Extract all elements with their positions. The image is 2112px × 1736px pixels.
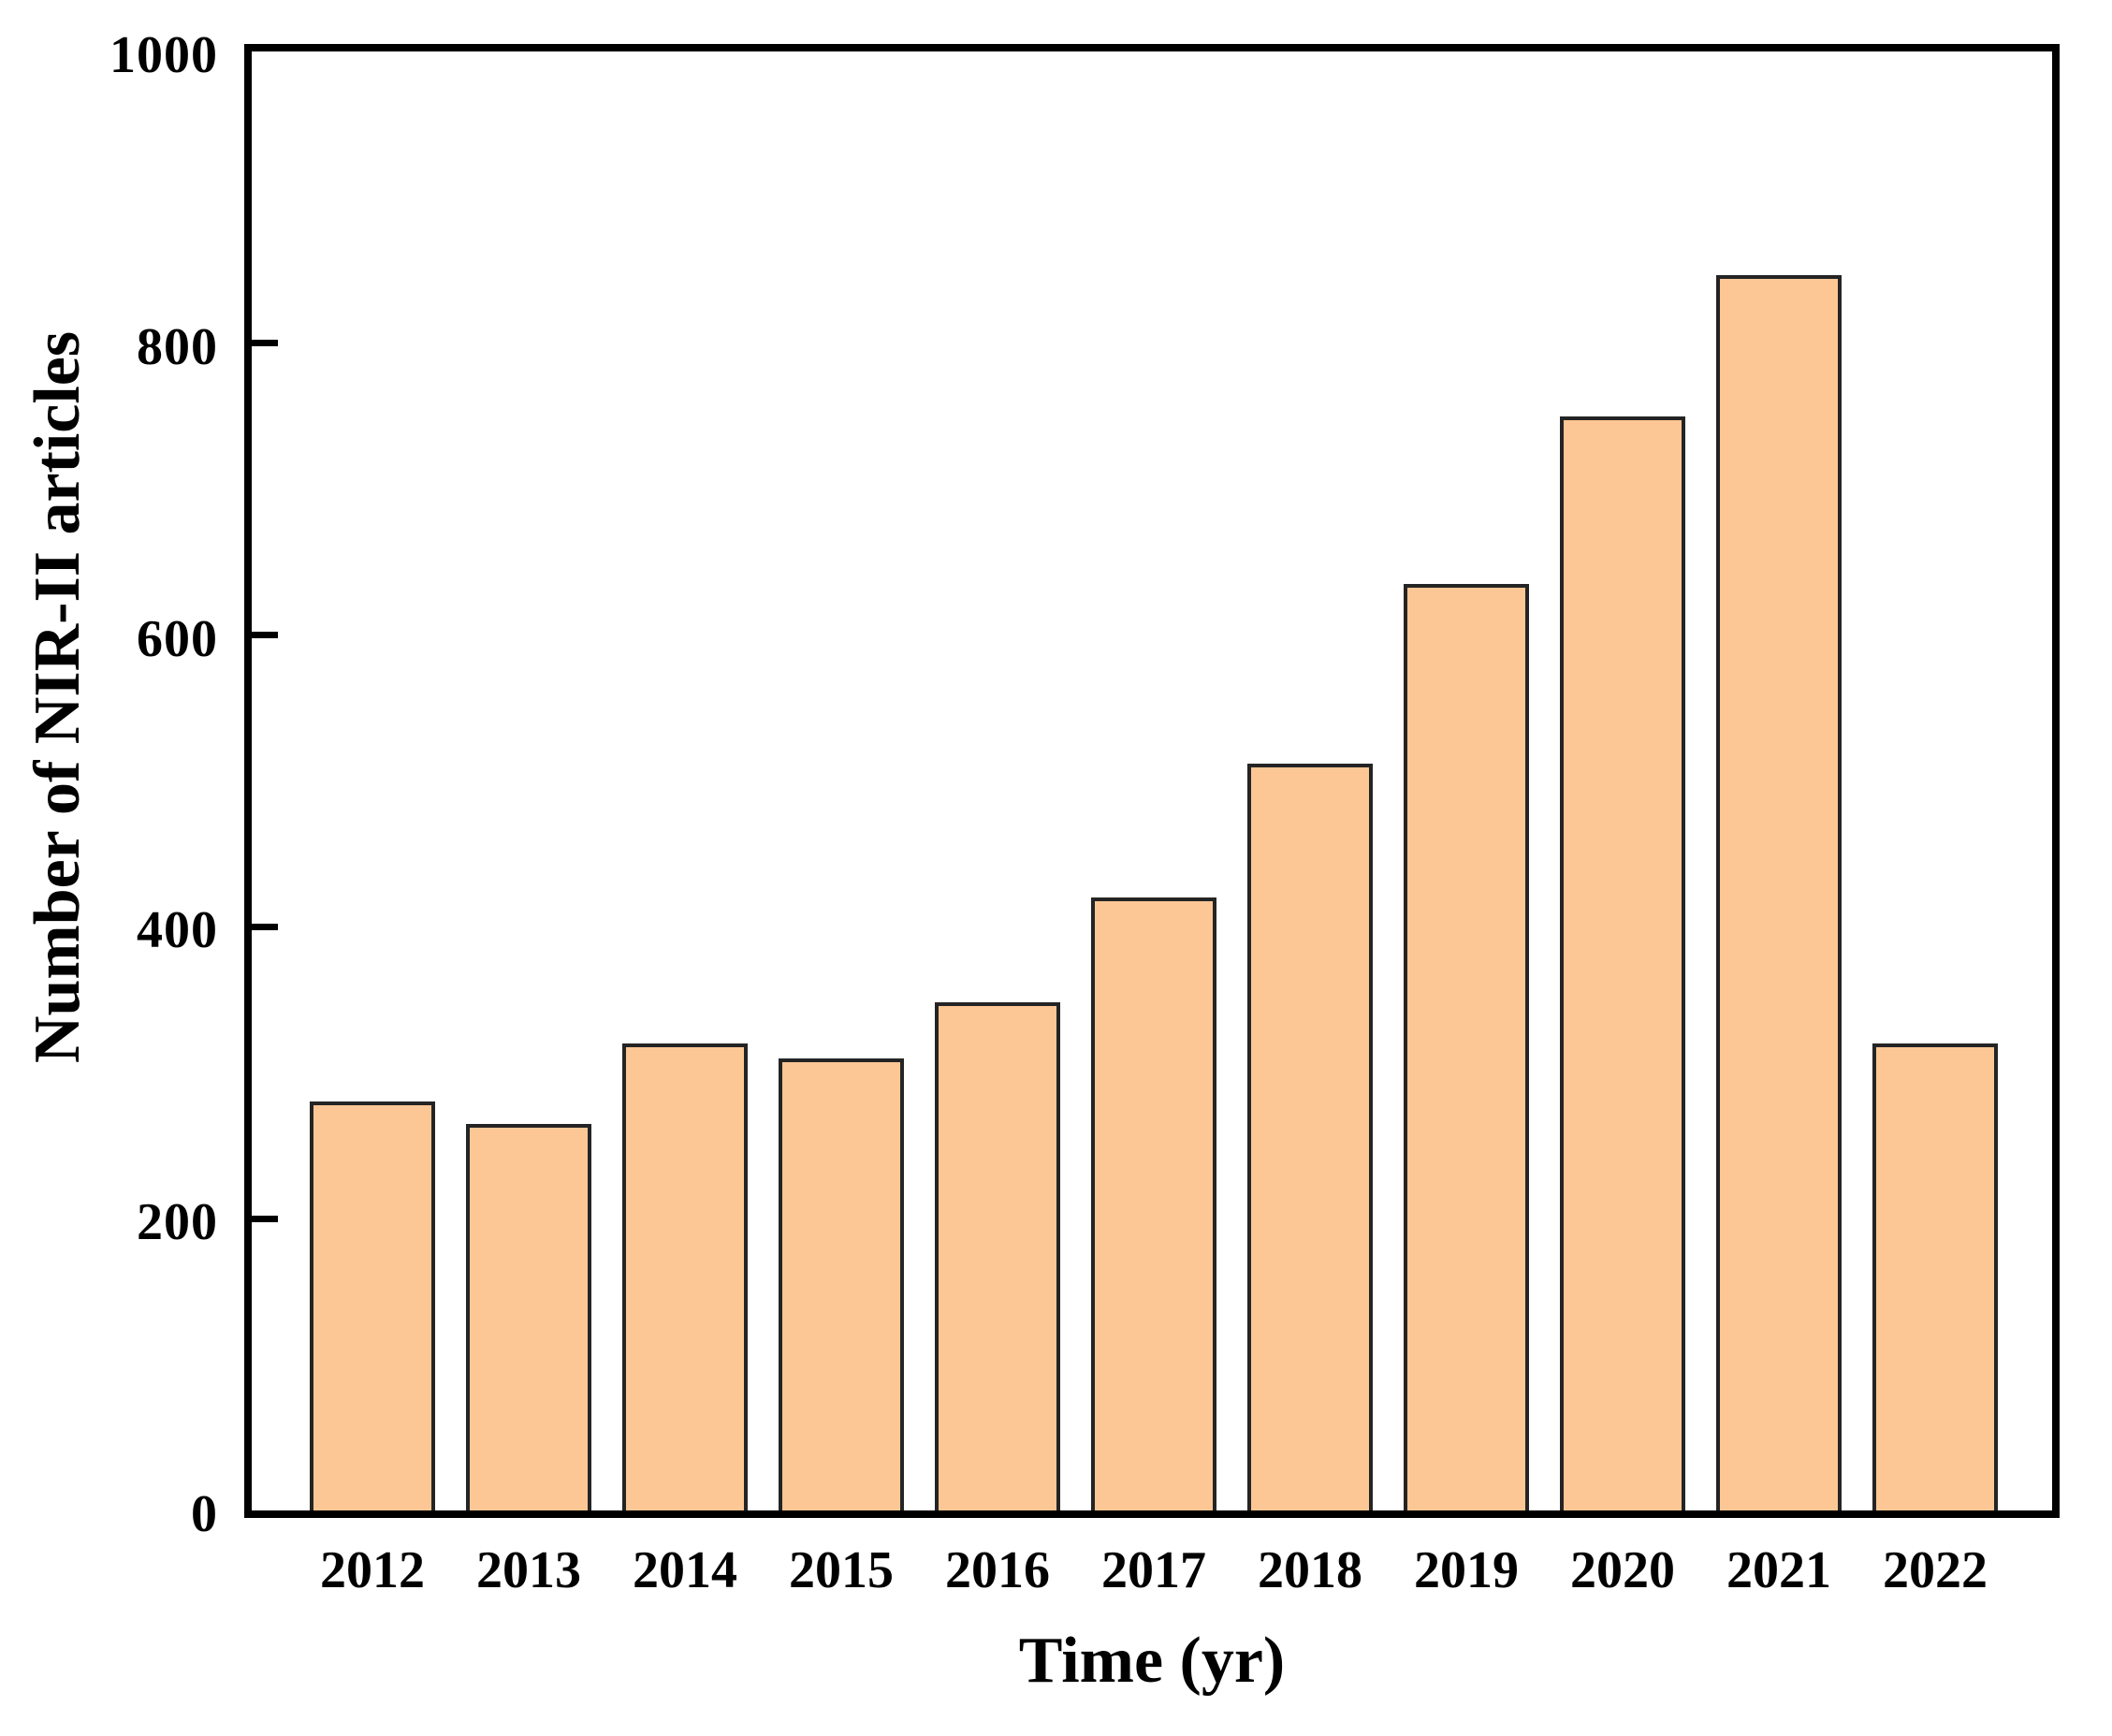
y-tick-label-0: 0 bbox=[191, 1485, 218, 1543]
x-tick-label-2015: 2015 bbox=[789, 1541, 894, 1599]
y-tick-mark-800 bbox=[252, 340, 278, 347]
y-tick-mark-600 bbox=[252, 632, 278, 639]
bar-2020 bbox=[1560, 416, 1685, 1510]
bar-2015 bbox=[779, 1058, 904, 1510]
plot-area bbox=[244, 44, 2060, 1518]
x-tick-label-2018: 2018 bbox=[1258, 1541, 1362, 1599]
y-tick-label-600: 600 bbox=[137, 609, 218, 668]
y-tick-label-200: 200 bbox=[137, 1193, 218, 1252]
x-tick-label-2012: 2012 bbox=[320, 1541, 425, 1599]
y-tick-label-400: 400 bbox=[137, 901, 218, 960]
bar-2017 bbox=[1091, 897, 1216, 1510]
bar-2013 bbox=[466, 1124, 591, 1510]
x-tick-label-2013: 2013 bbox=[476, 1541, 581, 1599]
x-tick-label-2014: 2014 bbox=[633, 1541, 737, 1599]
y-tick-label-800: 800 bbox=[137, 317, 218, 376]
plot-inner bbox=[252, 51, 2052, 1510]
y-tick-mark-400 bbox=[252, 923, 278, 930]
x-tick-label-2022: 2022 bbox=[1883, 1541, 1988, 1599]
x-tick-label-2020: 2020 bbox=[1570, 1541, 1675, 1599]
x-tick-label-2016: 2016 bbox=[945, 1541, 1050, 1599]
x-tick-label-2019: 2019 bbox=[1414, 1541, 1519, 1599]
x-axis-title: Time (yr) bbox=[1018, 1625, 1286, 1697]
bar-2012 bbox=[310, 1101, 435, 1510]
bar-2016 bbox=[935, 1002, 1060, 1510]
x-tick-label-2021: 2021 bbox=[1726, 1541, 1831, 1599]
y-tick-mark-200 bbox=[252, 1215, 278, 1222]
x-tick-label-2017: 2017 bbox=[1101, 1541, 1206, 1599]
bar-2014 bbox=[622, 1043, 748, 1510]
bar-2021 bbox=[1716, 275, 1842, 1510]
bar-2022 bbox=[1872, 1043, 1998, 1510]
bar-2019 bbox=[1404, 584, 1529, 1510]
bar-2018 bbox=[1247, 764, 1373, 1510]
y-tick-label-1000: 1000 bbox=[109, 26, 218, 84]
